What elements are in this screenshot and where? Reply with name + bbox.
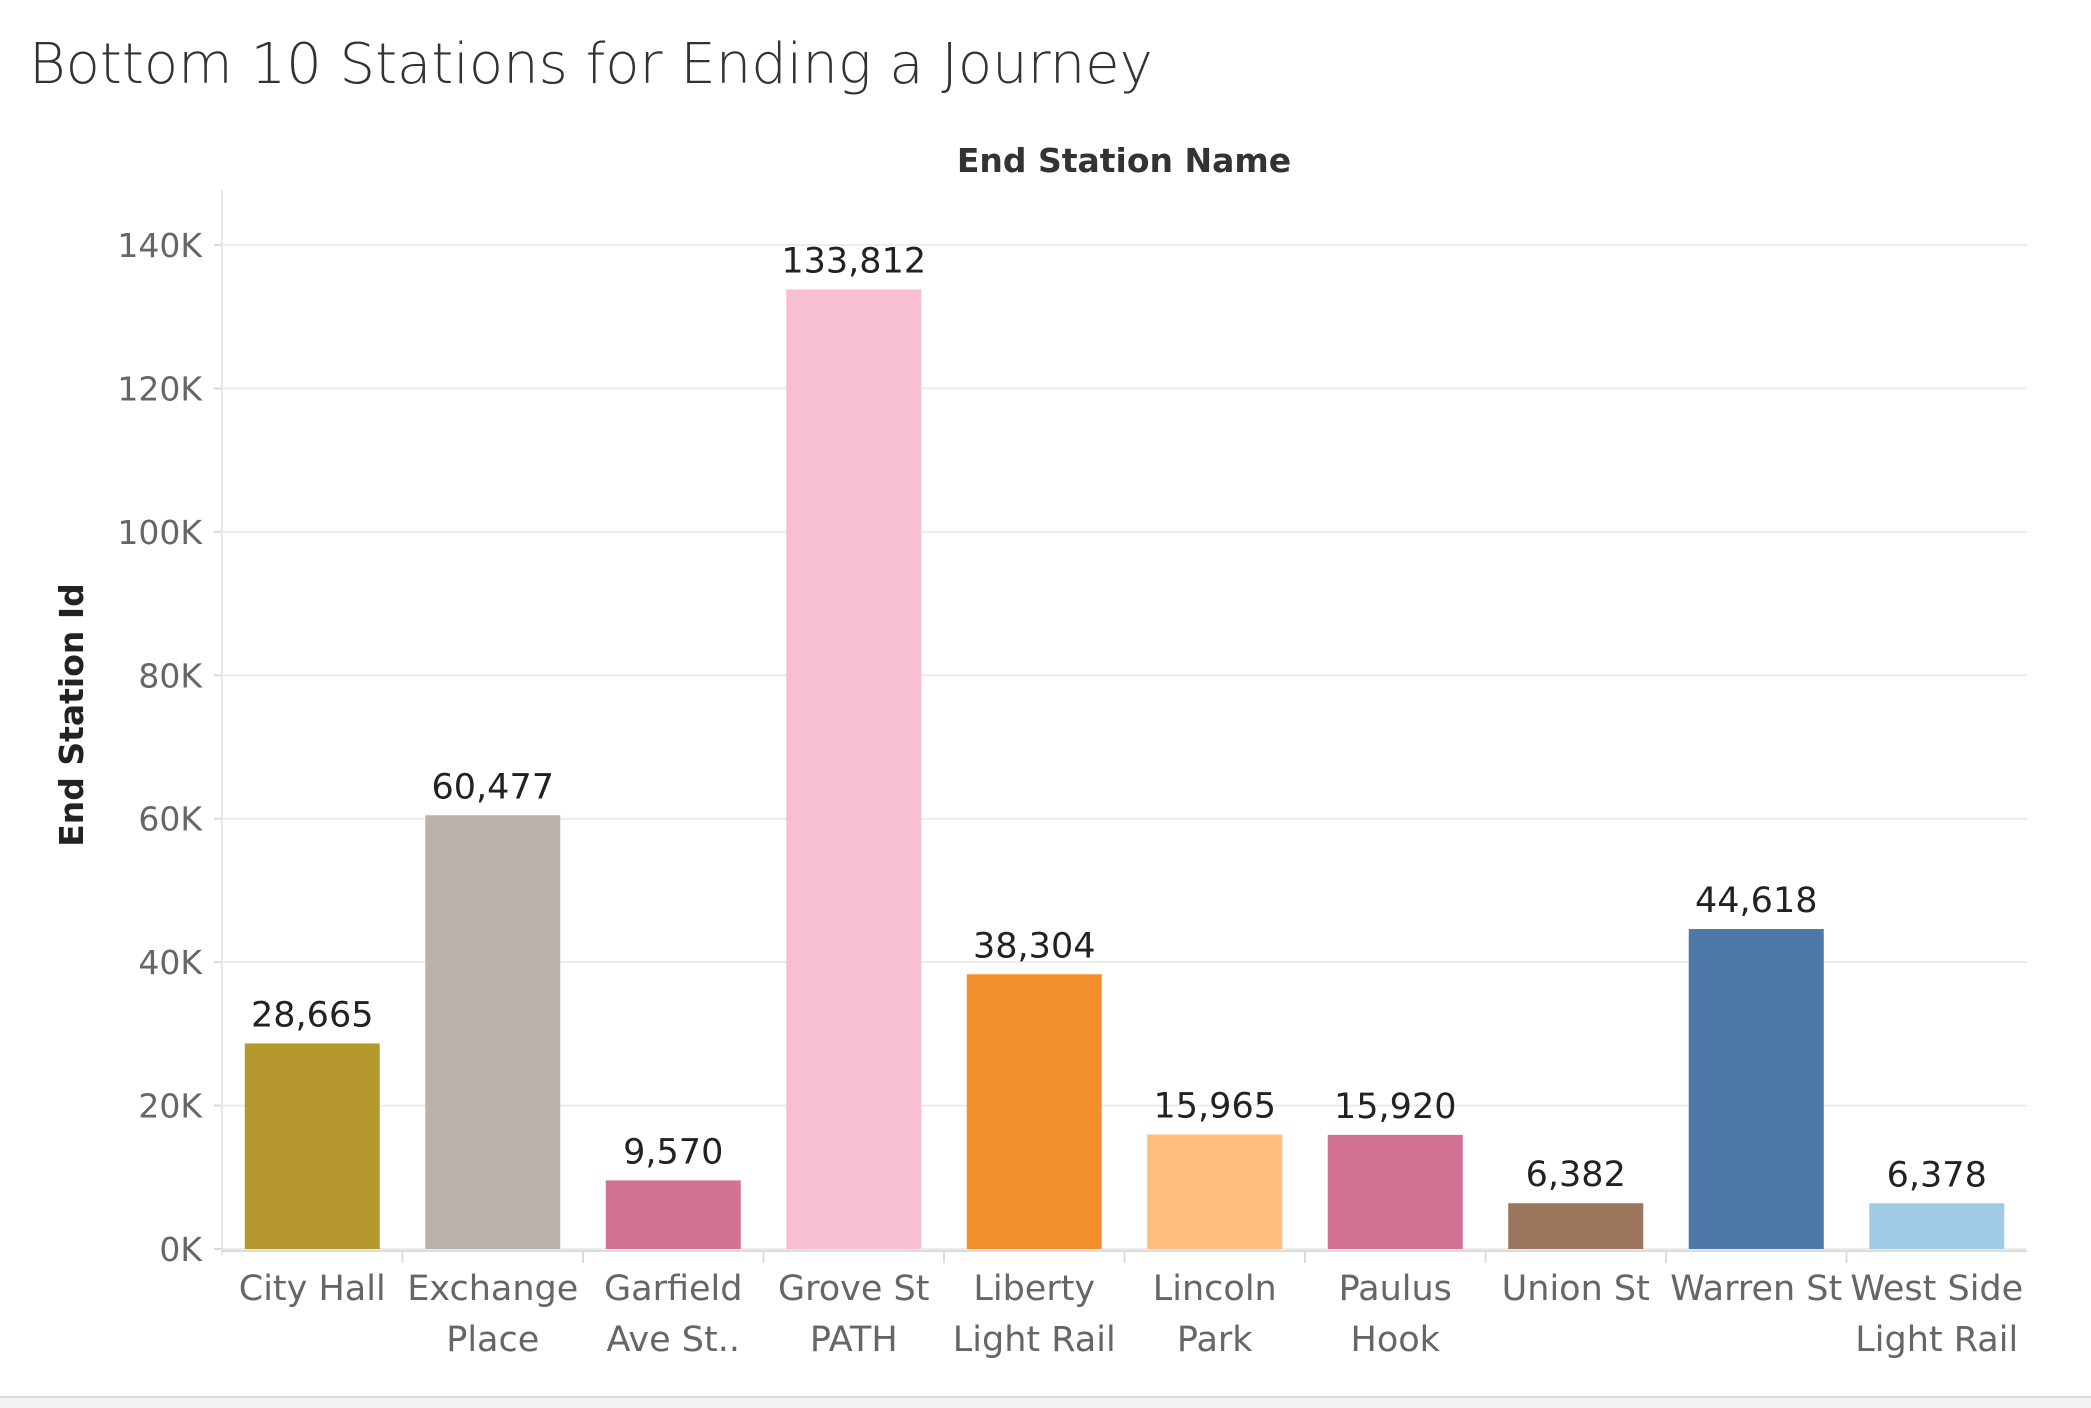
x-tick-label: Light Rail: [953, 1320, 1116, 1360]
bar: [605, 1180, 741, 1249]
data-label: 38,304: [973, 926, 1095, 966]
column-header: End Station Name: [957, 141, 1291, 180]
x-tick-label: Park: [1177, 1320, 1253, 1360]
y-tick-label: 0K: [159, 1230, 203, 1269]
y-tick-label: 40K: [138, 943, 203, 982]
y-tick-label: 60K: [138, 800, 203, 839]
bars: [244, 289, 2005, 1249]
bar: [786, 289, 922, 1249]
bar: [425, 815, 561, 1249]
axes: [214, 190, 2027, 1263]
data-label: 15,965: [1154, 1087, 1276, 1127]
data-labels: 28,665 60,477 9,570 133,812 38,304 15,965 15,9…: [251, 241, 1987, 1195]
data-label: 6,382: [1526, 1155, 1626, 1195]
bar: [1688, 929, 1824, 1249]
bar: [1327, 1134, 1463, 1249]
x-axis-categories: City Hall Exchange Place Garfield Ave St.. Gr…: [239, 1269, 2023, 1360]
x-tick-label: PATH: [810, 1320, 898, 1360]
y-tick-label: 20K: [138, 1087, 203, 1126]
bar: [1508, 1203, 1644, 1249]
x-tick-label: Hook: [1351, 1320, 1441, 1360]
bar: [1147, 1134, 1283, 1249]
x-tick-label: Exchange: [407, 1269, 578, 1309]
data-label: 60,477: [432, 767, 554, 807]
y-tick-label: 120K: [117, 369, 203, 408]
chart-title: Bottom 10 Stations for Ending a Journey: [29, 32, 1153, 97]
x-tick-label: Union St: [1502, 1269, 1650, 1309]
data-label: 28,665: [251, 995, 373, 1035]
data-label: 44,618: [1695, 881, 1817, 921]
bar: [244, 1043, 380, 1249]
y-tick-label: 100K: [117, 513, 203, 552]
data-label: 133,812: [781, 241, 926, 281]
x-tick-label: City Hall: [239, 1269, 386, 1309]
bar: [966, 974, 1102, 1249]
y-axis-label: End Station Id: [52, 583, 91, 847]
x-tick-label: Light Rail: [1855, 1320, 2018, 1360]
x-tick-label: Grove St: [778, 1269, 929, 1309]
data-label: 9,570: [623, 1132, 723, 1172]
x-tick-label: Ave St..: [607, 1320, 740, 1360]
y-tick-label: 140K: [117, 226, 203, 265]
data-label: 6,378: [1887, 1155, 1987, 1195]
bar: [1869, 1203, 2005, 1249]
x-tick-label: Lincoln: [1153, 1269, 1277, 1309]
x-tick-label: Liberty: [973, 1269, 1095, 1309]
y-tick-label: 80K: [138, 656, 203, 695]
x-tick-label: Paulus: [1339, 1269, 1452, 1309]
bottom-scrollbar-strip: [0, 1396, 2091, 1408]
x-tick-label: Garfield: [604, 1269, 742, 1309]
data-label: 15,920: [1334, 1087, 1456, 1127]
y-axis-ticks: 0K 20K 40K 60K 80K 100K 120K 140K: [117, 226, 203, 1269]
x-tick-label: Place: [446, 1320, 539, 1360]
x-tick-label: Warren St: [1670, 1269, 1842, 1309]
x-tick-label: West Side: [1850, 1269, 2023, 1309]
